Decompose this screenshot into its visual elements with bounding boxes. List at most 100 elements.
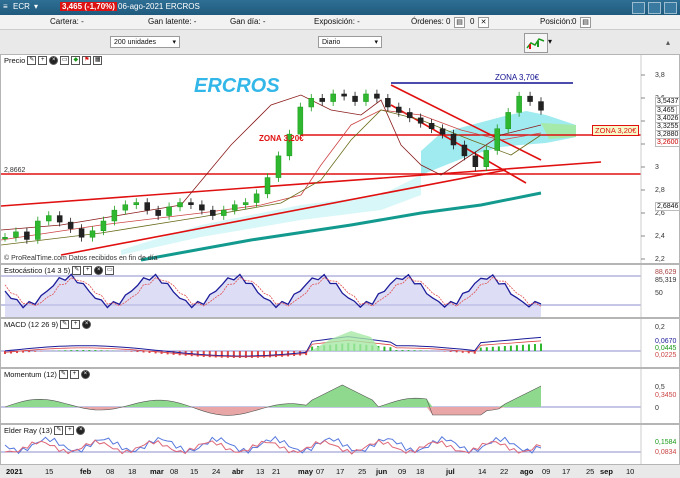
macd-line	[4, 336, 542, 357]
candle-body	[210, 209, 216, 216]
price-change-badge: 3,465 (-1,70%)	[60, 2, 117, 11]
price-panel[interactable]: Precio ✎ + × ▭ ◆ ⚑ ▦ ERCROS ZONA 3,70€ Z…	[0, 54, 680, 264]
stochastic-lines	[4, 273, 542, 317]
elder-ray-panel[interactable]: Elder Ray (13) ✎ + × 0,1584 0,0834	[0, 424, 680, 465]
ordenes-label: Órdenes:	[411, 17, 444, 26]
candle-body	[330, 93, 336, 102]
flag-icon[interactable]: ⚑	[82, 56, 92, 65]
add-indicator-icon[interactable]: +	[71, 320, 81, 329]
add-indicator-icon[interactable]: +	[65, 426, 75, 435]
close-button[interactable]	[664, 2, 677, 14]
macd-chart: 0,2 0,0670 0,0445 0,0225	[1, 319, 677, 367]
orders-list-icon[interactable]: ▤	[454, 17, 465, 28]
close-icon[interactable]: ×	[49, 56, 59, 65]
date-tick: ago	[520, 467, 534, 476]
wrench-icon[interactable]: ✎	[54, 426, 64, 435]
candle-body	[439, 128, 446, 135]
candle-body	[264, 177, 271, 195]
elder-title: Elder Ray (13)	[4, 426, 53, 435]
macd-histogram-bar	[479, 347, 482, 351]
date-tick: 10	[626, 467, 635, 476]
date-tick: 15	[190, 467, 199, 476]
period-select[interactable]: Diario ▾	[318, 36, 382, 48]
candle-body	[308, 98, 315, 108]
macd-histogram-bar	[467, 351, 470, 354]
title-bar: ≡ ECR ▾ 3,465 (-1,70%) 06-ago-2021 ERCRO…	[0, 0, 680, 15]
macd-histogram-bar	[527, 344, 530, 351]
momentum-panel[interactable]: Momentum (12) ✎ + × 0,5 0,3450 0	[0, 368, 680, 424]
ticker-label: ECR	[13, 2, 30, 11]
period-select-value: Diario	[322, 39, 341, 46]
momentum-negative-area	[5, 407, 541, 416]
candle-body	[363, 93, 369, 102]
macd-histogram-bar	[275, 351, 278, 358]
window-icon[interactable]: ▭	[60, 56, 70, 65]
macd-histogram-bar	[485, 347, 488, 351]
position-list-icon[interactable]: ▤	[580, 17, 591, 28]
menu-icon[interactable]: ≡	[3, 2, 8, 11]
posicion-label: Posición:	[540, 17, 573, 26]
ma-olive	[1, 109, 542, 246]
candle-body	[67, 221, 74, 229]
macd-histogram-bar	[413, 350, 416, 351]
chart-toolbar: 200 unidades ▾ Diario ▾ ▾ ▴	[0, 30, 680, 55]
macd-histogram-bar	[22, 351, 25, 353]
date-tick: abr	[232, 467, 244, 476]
zona-left-label: ZONA 3,20€	[259, 134, 304, 143]
candle-body	[352, 95, 358, 102]
maximize-button[interactable]	[648, 2, 661, 14]
chart-type-dropdown-icon[interactable]: ▾	[548, 37, 553, 46]
wrench-icon[interactable]: ✎	[72, 266, 82, 275]
add-indicator-icon[interactable]: +	[83, 266, 93, 275]
macd-histogram-bar	[130, 351, 133, 352]
gan-latente-label: Gan latente: -	[148, 17, 197, 26]
macd-histogram-bar	[521, 344, 524, 351]
macd-histogram-bar	[281, 351, 284, 357]
macd-histogram-bar	[509, 345, 512, 351]
momentum-chart: 0,5 0,3450 0	[1, 369, 677, 423]
dropdown-icon[interactable]: ▾	[34, 2, 39, 11]
macd-histogram-bar	[533, 344, 536, 351]
close-icon[interactable]: ×	[94, 266, 104, 275]
mom-tick-1: 0,5	[655, 384, 665, 391]
macd-title: MACD (12 26 9)	[4, 320, 59, 329]
momentum-positive-area	[5, 385, 541, 407]
candle-body	[188, 202, 194, 205]
date-tick: 24	[212, 467, 221, 476]
add-indicator-icon[interactable]: +	[69, 370, 79, 379]
macd-histogram-bar	[491, 346, 494, 351]
macd-header: MACD (12 26 9) ✎ + ×	[4, 320, 92, 329]
wrench-icon[interactable]: ✎	[27, 56, 37, 65]
orders-close-icon[interactable]: ✕	[478, 17, 489, 28]
stochastic-panel[interactable]: Estocástico (14 3 5) ✎ + × ▭ 88,629 85,3…	[0, 264, 680, 318]
add-indicator-icon[interactable]: +	[38, 56, 48, 65]
close-icon[interactable]: ×	[76, 426, 86, 435]
macd-histogram-bar	[540, 343, 542, 351]
settings-icon[interactable]: ◆	[71, 56, 81, 65]
macd-histogram-bar	[202, 351, 205, 357]
candle-body	[24, 231, 30, 240]
macd-panel[interactable]: MACD (12 26 9) ✎ + × 0,2 0,0670 0,0445 0…	[0, 318, 680, 368]
wrench-icon[interactable]: ✎	[60, 320, 70, 329]
candle-body	[78, 228, 85, 238]
wrench-icon[interactable]: ✎	[58, 370, 68, 379]
close-icon[interactable]: ×	[80, 370, 90, 379]
minimize-button[interactable]	[632, 2, 645, 14]
candle-body	[13, 231, 19, 238]
candle-body	[242, 202, 249, 205]
macd-histogram-bar	[232, 351, 235, 358]
macd-histogram-bar	[311, 346, 314, 351]
collapse-icon[interactable]: ▴	[666, 38, 671, 47]
window-icon[interactable]: ▭	[105, 266, 115, 275]
candle-body	[275, 155, 282, 178]
macd-histogram-bar	[94, 350, 97, 351]
chart-type-icon[interactable]	[524, 33, 548, 53]
candle-body	[385, 98, 391, 108]
macd-histogram-bar	[461, 351, 464, 353]
units-select[interactable]: 200 unidades ▾	[110, 36, 180, 48]
grid-icon[interactable]: ▦	[93, 56, 103, 65]
close-icon[interactable]: ×	[82, 320, 92, 329]
macd-tick-2: 0,0670	[655, 338, 677, 345]
date-tick: sep	[600, 467, 613, 476]
macd-histogram-bar	[34, 351, 37, 352]
